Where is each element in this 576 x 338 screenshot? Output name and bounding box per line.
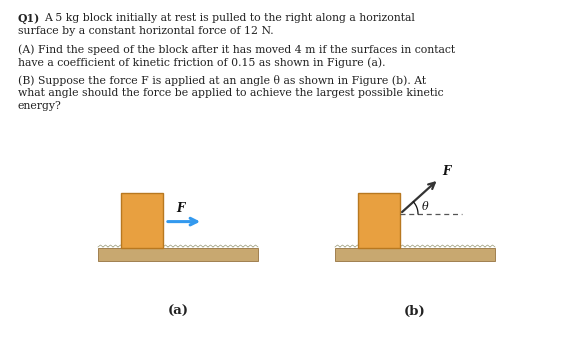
Text: A 5 kg block initially at rest is pulled to the right along a horizontal: A 5 kg block initially at rest is pulled… <box>44 13 415 23</box>
Text: (a): (a) <box>168 305 188 318</box>
Text: surface by a constant horizontal force of 12 N.: surface by a constant horizontal force o… <box>18 26 274 36</box>
Text: Q1): Q1) <box>18 13 40 24</box>
Bar <box>335 248 495 261</box>
Text: have a coefficient of kinetic friction of 0.15 as shown in Figure (a).: have a coefficient of kinetic friction o… <box>18 57 385 68</box>
Text: (B) Suppose the force F is applied at an angle θ as shown in Figure (b). At: (B) Suppose the force F is applied at an… <box>18 75 426 86</box>
Bar <box>121 193 163 248</box>
Text: F: F <box>442 165 451 178</box>
Bar <box>98 248 258 261</box>
Text: θ: θ <box>422 202 429 212</box>
Text: energy?: energy? <box>18 101 62 111</box>
Text: (A) Find the speed of the block after it has moved 4 m if the surfaces in contac: (A) Find the speed of the block after it… <box>18 44 455 54</box>
Bar <box>358 193 400 248</box>
Text: what angle should the force be applied to achieve the largest possible kinetic: what angle should the force be applied t… <box>18 88 444 98</box>
Text: (b): (b) <box>404 305 426 318</box>
Text: F: F <box>176 201 184 215</box>
